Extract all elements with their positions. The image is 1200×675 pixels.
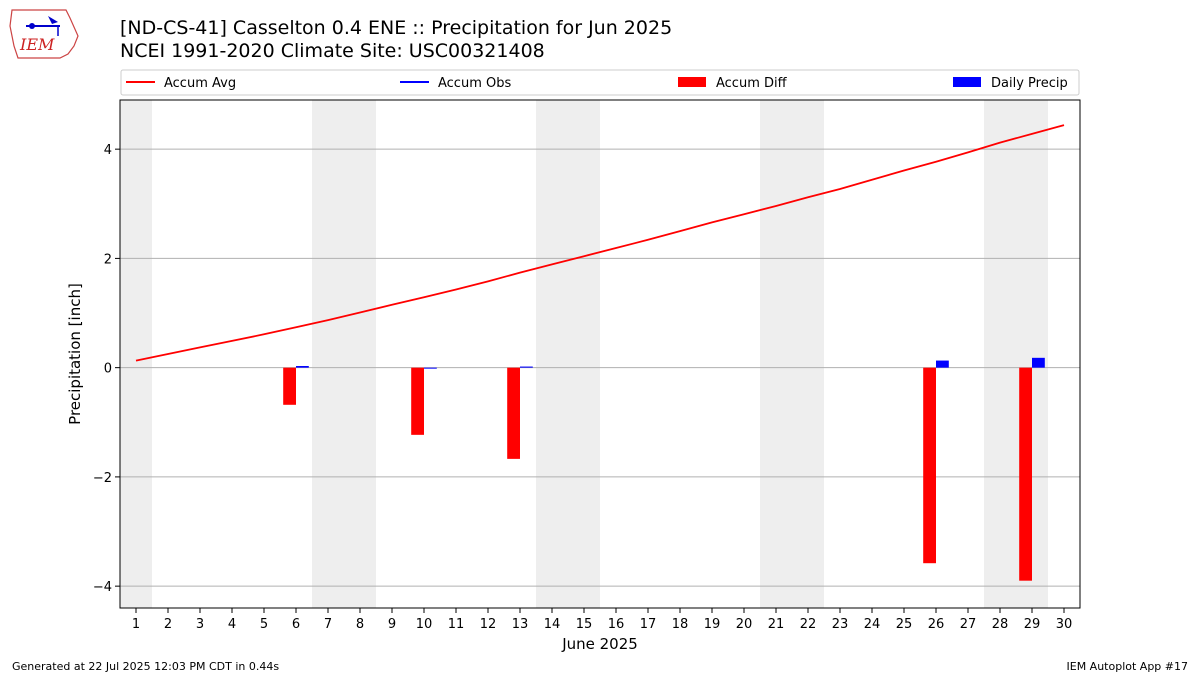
daily-precip-bar	[1032, 357, 1045, 368]
y-tick-label: 4	[104, 143, 112, 158]
weekend-band	[536, 100, 600, 608]
x-tick-label: 4	[228, 617, 236, 632]
daily-precip-bar	[424, 367, 437, 369]
x-tick-label: 28	[992, 617, 1009, 632]
x-tick-label: 15	[576, 617, 593, 632]
legend: Accum Avg Accum Obs Accum Diff Daily Precip	[120, 69, 1080, 96]
weekend-band	[312, 100, 376, 608]
svg-text:IEM: IEM	[19, 35, 55, 54]
x-tick-label: 6	[292, 617, 300, 632]
accum-diff-bar	[283, 367, 296, 405]
x-tick-label: 8	[356, 617, 364, 632]
x-tick-label: 18	[672, 617, 689, 632]
chart-subtitle: NCEI 1991-2020 Climate Site: USC00321408	[120, 40, 545, 62]
chart-title: [ND-CS-41] Casselton 0.4 ENE :: Precipit…	[120, 17, 673, 39]
y-tick-label: −4	[93, 580, 112, 595]
y-axis-ticks: −4 −2 0 2 4	[93, 143, 120, 595]
y-axis-label: Precipitation [inch]	[66, 283, 84, 425]
daily-precip-bar	[296, 366, 309, 368]
legend-swatch-accum-diff	[678, 77, 706, 87]
x-tick-label: 9	[388, 617, 396, 632]
legend-label-accum-avg: Accum Avg	[164, 76, 236, 91]
x-tick-label: 22	[800, 617, 817, 632]
y-tick-label: −2	[93, 471, 112, 486]
x-tick-label: 13	[512, 617, 529, 632]
x-tick-label: 11	[448, 617, 465, 632]
legend-label-accum-obs: Accum Obs	[438, 76, 511, 91]
accum-diff-bar	[923, 367, 936, 564]
x-tick-label: 12	[480, 617, 497, 632]
x-tick-label: 29	[1024, 617, 1041, 632]
legend-swatch-daily-precip	[953, 77, 981, 87]
plot-area	[119, 99, 1081, 609]
accum-avg-line	[135, 124, 1065, 362]
x-tick-label: 5	[260, 617, 268, 632]
bars	[283, 357, 1045, 581]
x-tick-label: 20	[736, 617, 753, 632]
x-tick-label: 2	[164, 617, 172, 632]
weekend-band	[984, 100, 1048, 608]
x-tick-label: 14	[544, 617, 561, 632]
x-tick-label: 21	[768, 617, 785, 632]
iem-logo: IEM	[9, 9, 79, 59]
weekend-shading	[120, 100, 1048, 608]
x-tick-label: 10	[416, 617, 433, 632]
x-tick-label: 26	[928, 617, 945, 632]
daily-precip-bar	[936, 360, 949, 368]
x-tick-label: 27	[960, 617, 977, 632]
x-tick-label: 16	[608, 617, 625, 632]
weekend-band	[760, 100, 824, 608]
x-tick-label: 25	[896, 617, 913, 632]
weekend-band	[120, 100, 152, 608]
x-axis-label: June 2025	[561, 635, 638, 653]
x-tick-label: 3	[196, 617, 204, 632]
footer-app: IEM Autoplot App #17	[1066, 660, 1189, 673]
accum-diff-bar	[1019, 367, 1032, 581]
legend-label-accum-diff: Accum Diff	[716, 76, 788, 91]
grid-lines	[120, 148, 1080, 587]
x-tick-label: 17	[640, 617, 657, 632]
series-lines	[135, 124, 1065, 362]
x-tick-label: 24	[864, 617, 881, 632]
x-tick-label: 23	[832, 617, 849, 632]
x-tick-label: 30	[1056, 617, 1073, 632]
x-axis-ticks: 1 2 3 4 5 6 7 8 9 10 11 12 13 14 15 16 17 18 19 20 21 22 23 24 2…	[132, 608, 1072, 632]
x-tick-label: 1	[132, 617, 140, 632]
x-tick-label: 7	[324, 617, 332, 632]
y-tick-label: 0	[104, 362, 112, 377]
footer-generated: Generated at 22 Jul 2025 12:03 PM CDT in…	[12, 660, 280, 673]
x-tick-label: 19	[704, 617, 721, 632]
accum-diff-bar	[507, 367, 520, 459]
daily-precip-bar	[520, 366, 533, 368]
y-tick-label: 2	[104, 252, 112, 267]
legend-label-daily-precip: Daily Precip	[991, 76, 1068, 91]
accum-diff-bar	[411, 367, 424, 435]
legend-frame	[120, 69, 1080, 96]
